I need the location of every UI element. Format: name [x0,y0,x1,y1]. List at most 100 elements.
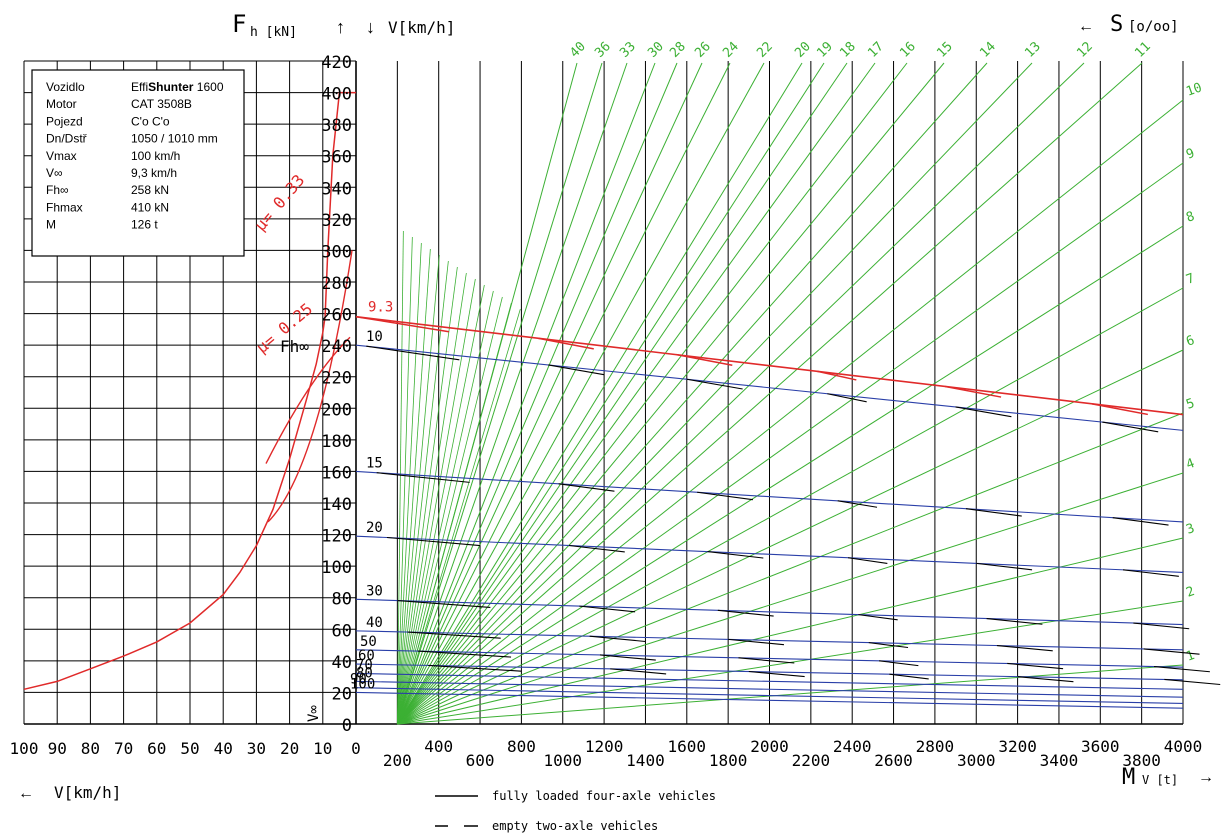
gradient-label-right: 8 [1184,209,1196,226]
speed-line-label: 40 [366,615,383,631]
vehicle-segment [837,500,878,508]
force-tick-label: 200 [321,400,352,420]
gradient-fan-line [396,242,422,725]
vehicle-segment [1007,662,1064,670]
mass-tick-label-lower: 1000 [543,751,582,770]
vehicle-segment [558,483,615,492]
force-tick-label: 320 [321,211,352,231]
gradient-label-top: 36 [592,39,614,61]
mass-tick-label-lower: 3000 [957,751,996,770]
speed-line-10 [355,344,1184,431]
up-arrow: ↑ [336,17,345,37]
speed-line-label: 15 [366,455,383,471]
gradient-label-top: 28 [667,39,689,61]
mass-tick-label-lower: 1800 [709,751,748,770]
info-key: Fhmax [46,200,83,214]
vehicle-segment [1143,648,1200,655]
force-tick-label: 0 [342,716,352,736]
vehicle-segment [1102,421,1159,433]
speed-line-9.3 [355,315,1184,416]
vehicle-segment [889,673,929,680]
mass-tick-label-upper: 4000 [1164,737,1203,756]
info-key: Motor [46,97,77,111]
info-value: 9,3 km/h [131,166,177,180]
info-value: 258 kN [131,183,169,197]
gradient-line-28 [396,62,678,725]
vehicle-segment [599,654,656,661]
vehicle-segment [610,668,667,675]
gradient-fan-line [396,290,494,725]
mass-axis-symbol: M [1122,765,1135,790]
gradient-fan-line [396,254,440,725]
force-tick-label: 380 [321,116,352,136]
speed-tick-label: 70 [114,739,133,758]
force-tick-label: 420 [321,53,352,73]
gradient-label-right: 5 [1184,396,1196,413]
traction-curve [23,91,356,691]
force-tick-label: 340 [321,179,352,199]
vehicle-segment [568,544,625,553]
gradient-line-14 [396,62,988,725]
gradient-line-22 [396,62,765,725]
gradient-label-top: 11 [1132,39,1154,61]
gradient-arrow: ← [1078,18,1094,35]
gradient-label-right: 7 [1184,271,1196,288]
vehicle-segment [1154,666,1210,673]
gradient-label-top: 40 [567,39,589,61]
gradient-fan-line [396,230,404,725]
gradient-label-top: 18 [837,39,859,61]
mass-tick-label-lower: 2600 [874,751,913,770]
force-tick-label: 280 [321,274,352,294]
gradient-line-6 [397,349,1184,725]
legend-loaded-label: fully loaded four-axle vehicles [492,789,716,803]
gradient-label-top: 30 [645,39,667,61]
gradient-line-13 [396,62,1033,725]
vehicle-segment [986,618,1043,625]
vehicle-segment [686,378,743,390]
force-tick-label: 400 [321,85,352,105]
gradient-label-top: 13 [1022,39,1044,61]
speed-axis-title: V[km/h] [388,18,455,37]
speed-line-20 [355,535,1184,574]
speed-tick-label: 40 [214,739,233,758]
gradient-fan-line [396,236,413,725]
gradient-line-30 [396,62,656,725]
gradient-label-top: 12 [1074,39,1096,61]
gradient-line-12 [397,62,1085,725]
gradient-line-9 [397,162,1184,725]
vehicle-segment [976,562,1033,571]
mass-tick-label-upper: 800 [507,737,536,756]
gradient-line-19 [396,62,825,725]
vehicle-segment [738,657,795,664]
vehicle-segment [858,614,898,621]
vehicle-segment [847,557,888,565]
vehicle-segment [366,345,460,361]
gradient-line-5 [397,412,1184,725]
force-axis-title: F h [kN] ↑ ↓ V[km/h] [232,10,455,40]
vehicle-segment [417,650,512,658]
gradient-label-top: 20 [792,39,814,61]
gradient-line-24 [396,62,731,725]
v-inf-label: V∞ [306,705,322,722]
speed-line-80 [355,680,1184,698]
info-key: V∞ [46,166,63,180]
info-key: Vmax [46,149,77,163]
gradient-line-15 [396,62,945,725]
gradient-line-11 [397,62,1143,725]
speed-lines [355,344,1184,709]
gradient-label-right: 2 [1184,584,1196,601]
speed-tick-label: 80 [81,739,100,758]
gradient-line-16 [396,62,908,725]
vehicle-segment [879,660,919,667]
force-tick-label: 140 [321,495,352,515]
force-tick-label: 160 [321,463,352,483]
gradient-label-top: 15 [934,39,956,61]
speed-line-label: 30 [366,583,383,599]
vehicle-segment [1122,569,1179,577]
gradient-fan-line [396,308,521,725]
force-tick-label: 60 [332,621,352,641]
gradient-label-top: 17 [865,39,887,61]
gradient-line-1 [397,664,1184,725]
vehicle-segment [548,364,605,376]
